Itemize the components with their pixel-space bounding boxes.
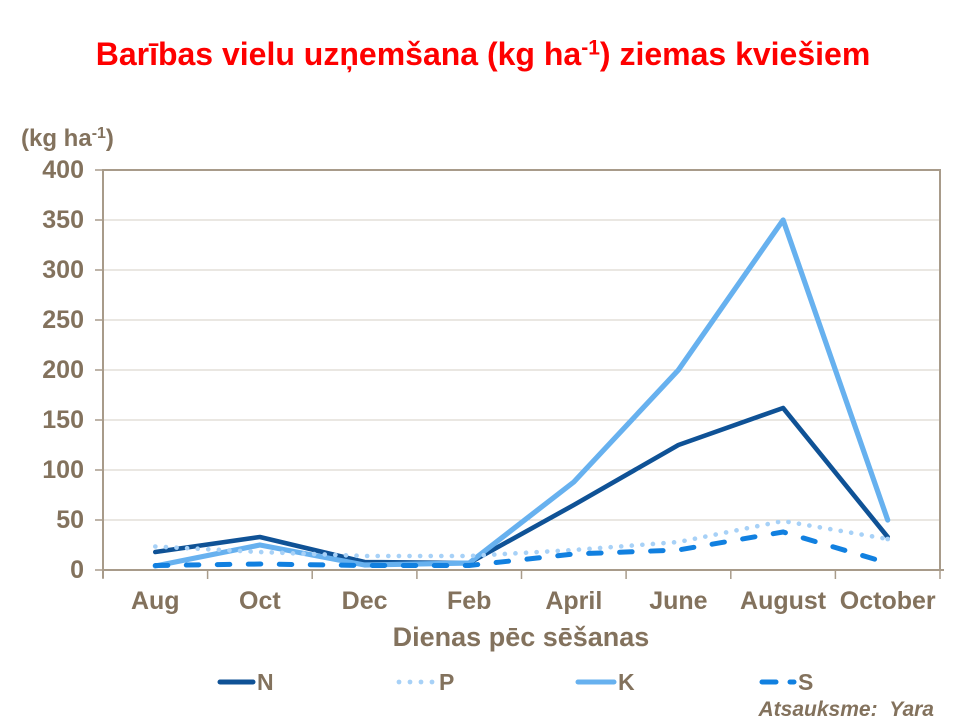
svg-text:Barības vielu uzņemšana (kg ha: Barības vielu uzņemšana (kg ha-1) ziemas… — [96, 36, 871, 72]
svg-text:300: 300 — [42, 256, 84, 284]
svg-text:N: N — [257, 669, 274, 695]
svg-text:August: August — [740, 587, 827, 615]
svg-text:100: 100 — [42, 456, 84, 484]
svg-text:Atsauksme: Yara: Atsauksme: Yara — [758, 698, 935, 720]
svg-text:S: S — [798, 669, 813, 695]
svg-text:Dec: Dec — [342, 587, 388, 615]
svg-text:April: April — [545, 587, 602, 615]
svg-text:Aug: Aug — [131, 587, 180, 615]
svg-text:400: 400 — [42, 156, 84, 184]
svg-text:Feb: Feb — [447, 587, 491, 615]
svg-text:250: 250 — [42, 306, 84, 334]
svg-text:Dienas pēc sēšanas: Dienas pēc sēšanas — [393, 622, 650, 652]
svg-text:50: 50 — [56, 506, 84, 534]
svg-text:Oct: Oct — [239, 587, 281, 615]
svg-text:October: October — [840, 587, 936, 615]
svg-text:P: P — [439, 669, 454, 695]
svg-text:0: 0 — [70, 556, 84, 584]
svg-text:150: 150 — [42, 406, 84, 434]
svg-text:(kg ha-1): (kg ha-1) — [21, 125, 114, 152]
svg-text:June: June — [649, 587, 707, 615]
svg-text:350: 350 — [42, 206, 84, 234]
svg-text:200: 200 — [42, 356, 84, 384]
svg-text:K: K — [618, 669, 635, 695]
